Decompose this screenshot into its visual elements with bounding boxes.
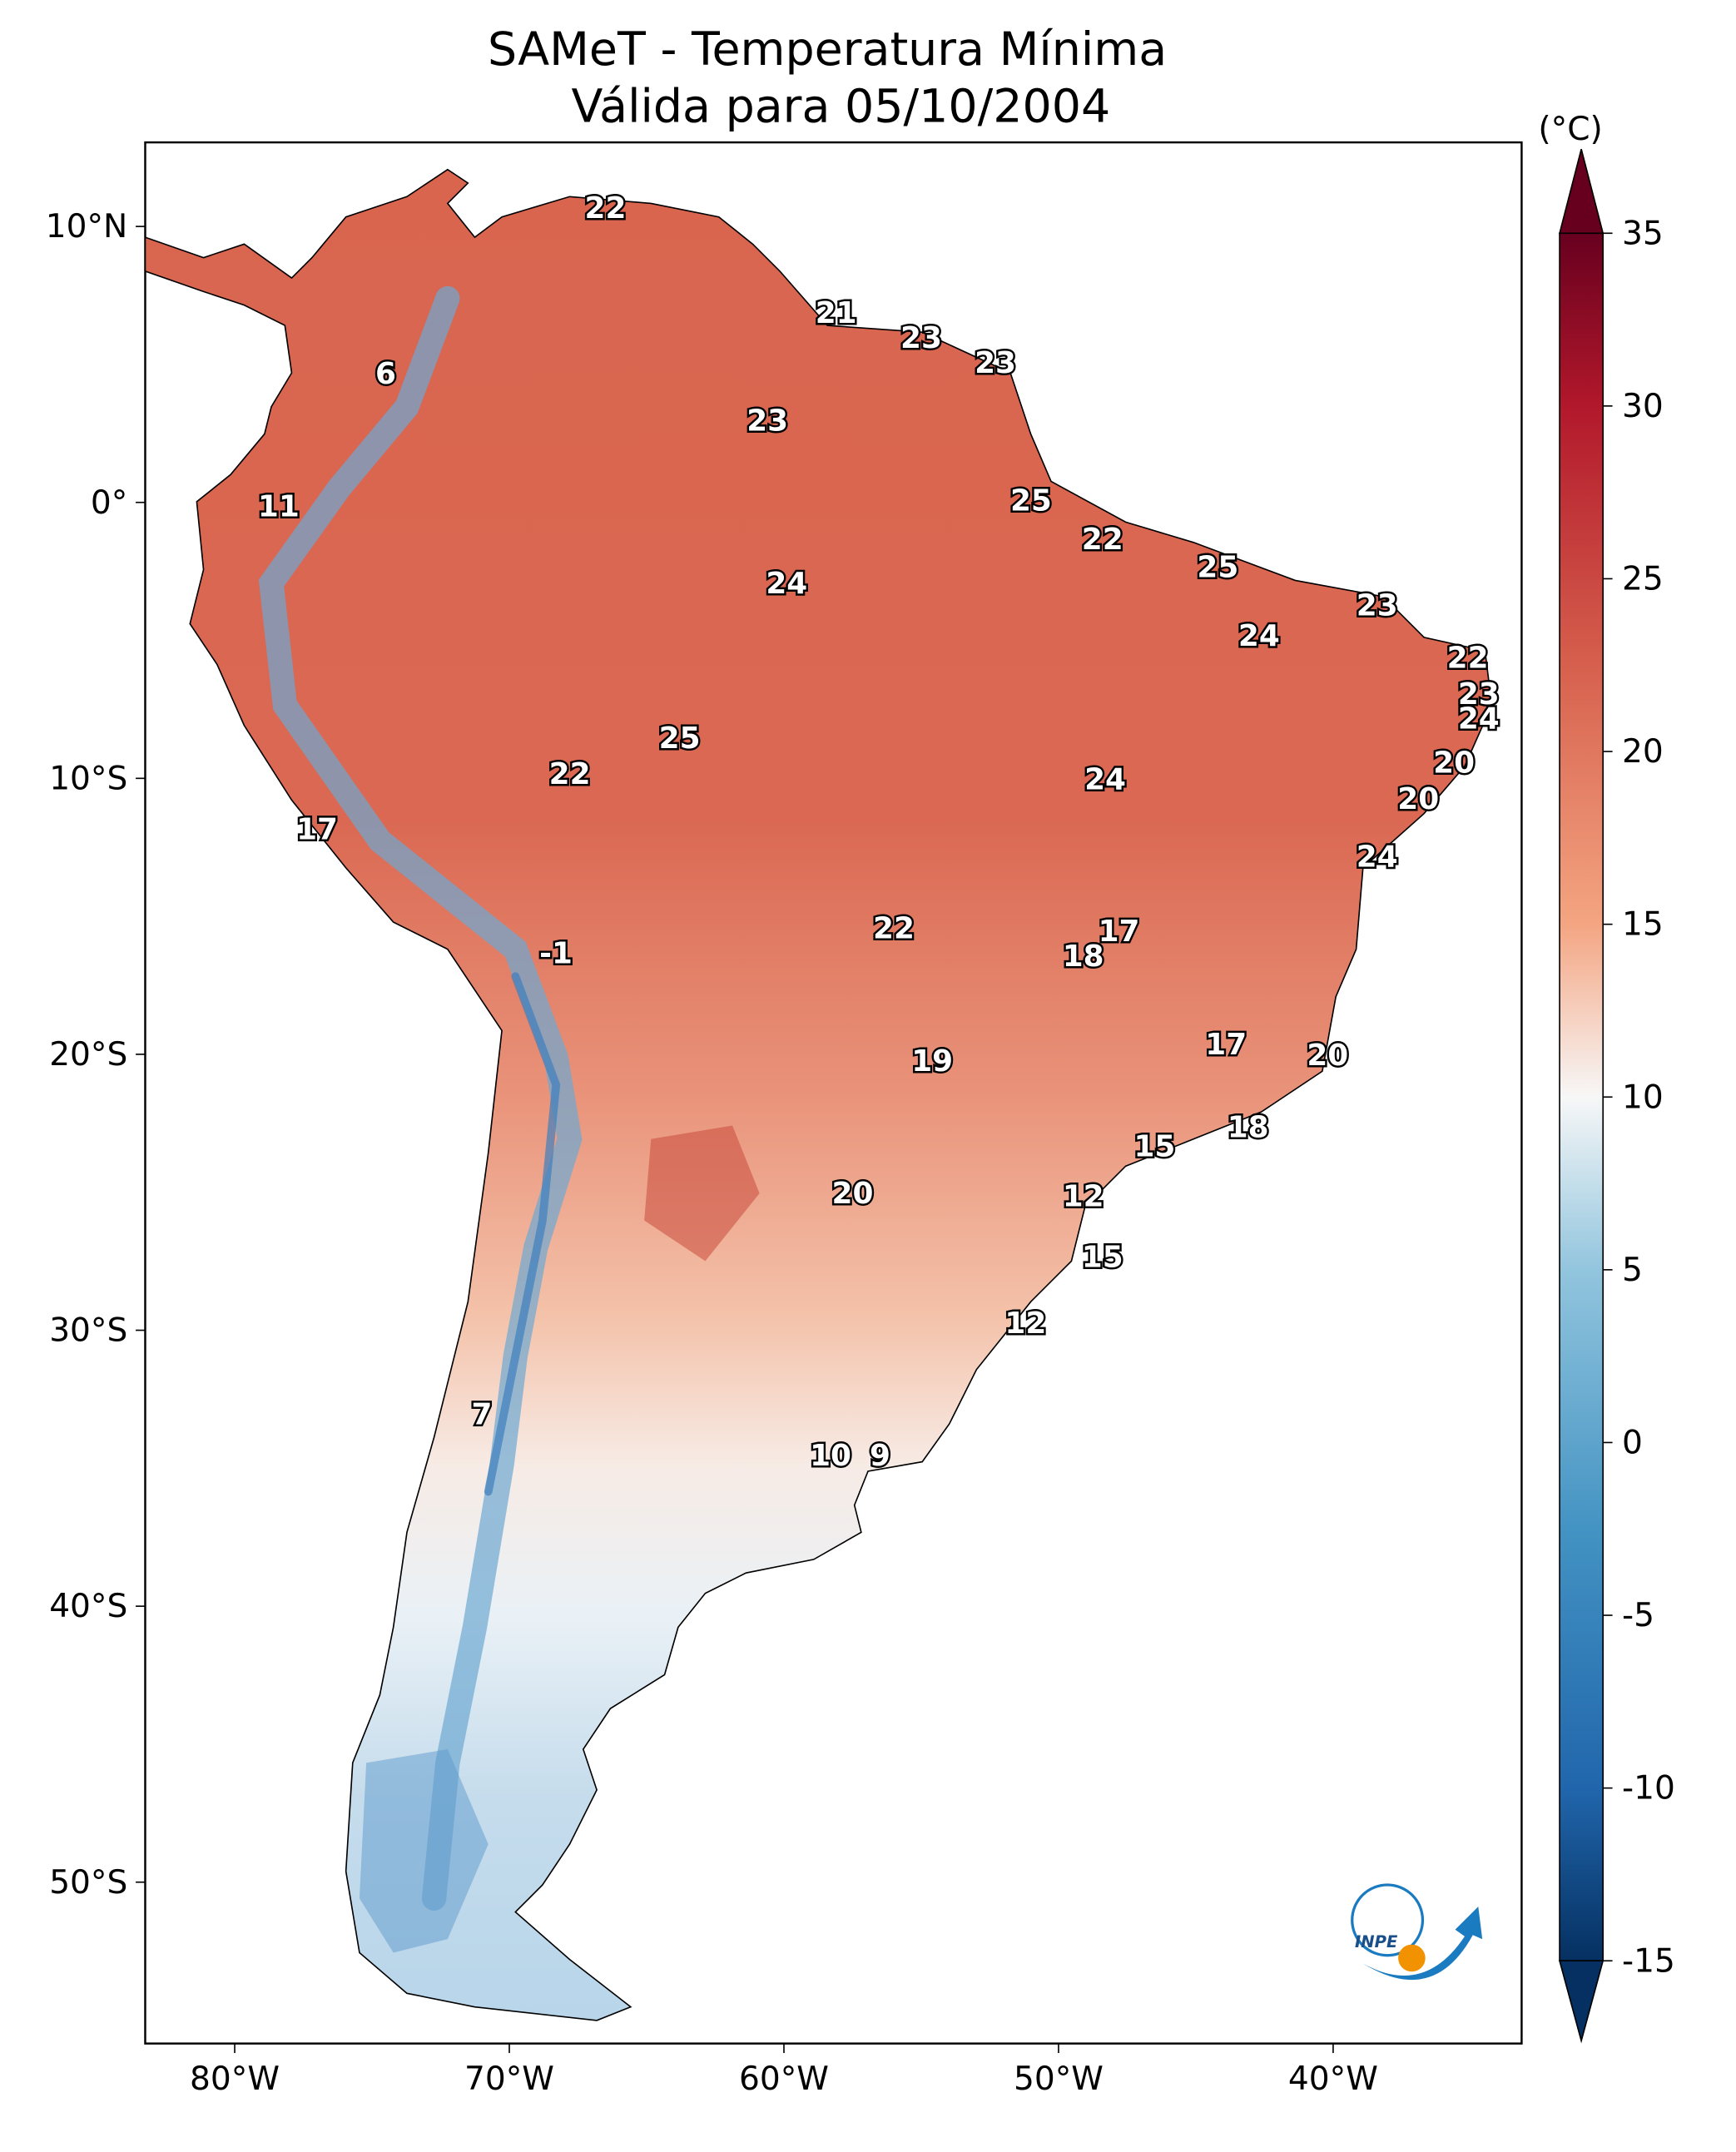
lon-tick-label: 40°W [1288,2060,1378,2098]
colorbar-unit: (°C) [1538,111,1602,148]
station-label: 24 [1084,763,1126,797]
colorbar-tick-label: 0 [1622,1424,1643,1461]
station-label: 9 [870,1439,890,1473]
lat-tick-label: 30°S [49,1312,127,1350]
station-label: 15 [1134,1130,1176,1164]
colorbar-tick-label: 20 [1622,733,1664,771]
lon-ticks: 80°W 70°W 60°W 50°W 40°W [190,2043,1378,2098]
colorbar-tick-label: 5 [1622,1252,1643,1289]
lon-tick-label: 80°W [190,2060,280,2098]
colorbar-extend-max [1558,149,1605,235]
station-label: -1 [539,937,573,971]
station-label: 20 [1433,746,1475,781]
station-label: 6 [375,357,396,391]
colorbar-tick-label: 35 [1622,215,1664,252]
colorbar-bar [1559,232,1604,1962]
colorbar: (°C) 35 30 25 20 15 10 5 0 -5 -10 -15 [1538,111,1675,2044]
colorbar-extend-min [1558,1960,1605,2044]
station-label: 20 [832,1177,874,1211]
station-label: 22 [873,912,915,946]
lon-tick-label: 70°W [464,2060,554,2098]
station-label: 23 [900,321,942,355]
station-label: 15 [1082,1240,1123,1274]
station-label: 21 [816,296,857,330]
station-label: 17 [296,812,338,846]
station-label: 17 [1099,915,1140,949]
chaco-warm-spot [644,1125,760,1262]
station-label: 23 [1357,589,1398,623]
logo-text: INPE [1355,1932,1398,1951]
lon-tick-label: 50°W [1014,2060,1104,2098]
station-label: 20 [1307,1039,1348,1073]
colorbar-tick-label: -5 [1622,1597,1654,1634]
logo-ring [1351,1883,1425,1957]
chart-title-line1: SAMeT - Temperatura Mínima [488,23,1167,77]
lat-tick-label: 0° [91,484,127,522]
station-label: 22 [1082,523,1123,557]
station-label: 12 [1063,1179,1104,1213]
lat-tick-label: 20°S [49,1036,127,1074]
logo-arrow-icon [1362,1907,1483,1981]
station-label: 18 [1228,1110,1269,1144]
lat-tick-label: 40°S [49,1588,127,1625]
colorbar-tick-label: 25 [1622,561,1664,598]
station-label: 22 [1447,642,1489,676]
station-label: 12 [1004,1307,1046,1341]
station-label: 23 [975,346,1016,380]
colorbar-tick-label: 15 [1622,906,1664,944]
station-label: 23 [1458,677,1500,712]
colorbar-ticks: 35 30 25 20 15 10 5 0 -5 -10 -15 [1603,215,1675,1980]
logo-sun-icon [1398,1944,1426,1972]
station-label: 17 [1205,1028,1247,1062]
station-label: 22 [549,757,591,791]
station-label: 24 [1357,840,1398,874]
lat-tick-label: 50°S [49,1864,127,1902]
station-label: 25 [1010,484,1052,518]
colorbar-tick-label: 10 [1622,1078,1664,1116]
lat-tick-label: 10°S [49,760,127,797]
colorbar-tick-label: -10 [1622,1770,1675,1807]
station-label: 24 [1238,619,1280,653]
southern-patagonia-cold [359,1749,489,1953]
station-label: 25 [1197,550,1238,584]
colorbar-tick-label: 30 [1622,388,1664,425]
station-label: 7 [472,1397,493,1431]
station-label: 10 [810,1439,851,1473]
station-label: 22 [585,191,627,226]
station-label: 24 [766,567,807,601]
chart-title-line2: Válida para 05/10/2004 [572,81,1111,134]
station-label: 11 [258,489,300,523]
station-label: 20 [1397,782,1439,816]
lat-tick-label: 10°N [46,208,128,245]
lon-tick-label: 60°W [739,2060,829,2098]
station-label: 23 [746,404,788,439]
andes-cold-band [258,285,583,1911]
colorbar-tick-label: -15 [1622,1942,1675,1980]
andes-cold-core [484,972,561,1496]
station-label: 24 [1458,702,1500,736]
station-label: 19 [911,1044,953,1078]
station-label: 18 [1063,940,1104,974]
lat-ticks: 10°N 0° 10°S 20°S 30°S 40°S 50°S [46,208,146,1902]
station-label: 25 [659,721,701,756]
inpe-logo: INPE [1351,1883,1483,1981]
